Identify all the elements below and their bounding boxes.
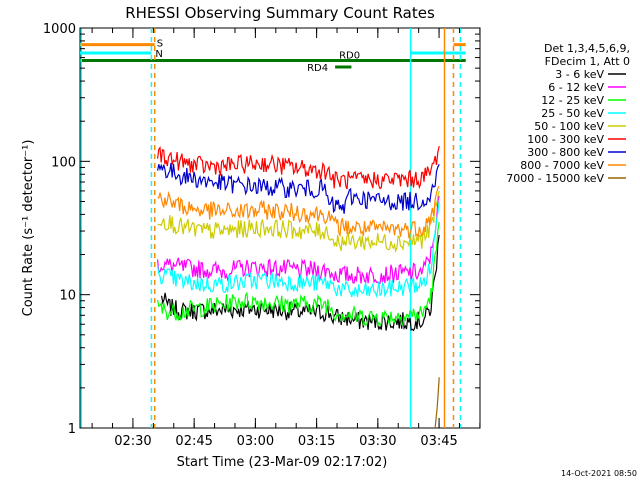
series-line [157,145,440,190]
y-tick-label: 1 [68,422,76,437]
series-line [157,190,440,254]
legend-entry-label: 7000 - 15000 keV [506,172,604,185]
series-line [434,377,440,429]
status-bar-label: N [155,49,162,60]
legend-entry-label: 300 - 800 keV [527,146,604,159]
x-axis-label: Start Time (23-Mar-09 02:17:02) [177,455,388,470]
x-tick-label: 03:45 [420,434,457,449]
legend-entry-label: 3 - 6 keV [555,68,604,81]
y-axis-label: Count Rate (s⁻¹ detector⁻¹) [21,140,36,317]
y-tick-label: 100 [51,155,76,170]
plot-frame [79,27,481,429]
x-tick-label: 03:30 [359,434,396,449]
legend-entry-label: 12 - 25 keV [541,94,604,107]
series-line [157,201,440,298]
legend-entry-label: 800 - 7000 keV [520,159,604,172]
y-axis: 1 10 100 1000 [43,22,480,437]
legend-entry-label: 25 - 50 keV [541,107,604,120]
x-tick-label: 03:15 [298,434,335,449]
vertical-markers [80,28,462,428]
legend-header: Det 1,3,4,5,6,9, [544,42,630,55]
series-line [157,162,440,214]
plot-border [79,27,481,429]
x-tick-label: 02:45 [175,434,212,449]
series-lines [157,145,440,429]
series-line [157,222,440,328]
legend-entry-label: 50 - 100 keV [534,120,604,133]
x-tick-label: 02:30 [114,434,151,449]
status-bar-label: S [157,39,163,50]
x-tick-label: 03:00 [237,434,274,449]
legend-header: FDecim 1, Att 0 [545,55,630,68]
series-line [161,234,440,332]
x-axis: 02:30 02:45 03:00 03:15 03:30 03:45 [91,28,481,449]
series-line [157,185,440,239]
legend: Det 1,3,4,5,6,9,FDecim 1, Att 03 - 6 keV… [506,42,630,185]
chart-title: RHESSI Observing Summary Count Rates [125,4,435,22]
status-bars: SN RD4 RD0 [80,39,466,74]
footer-timestamp: 14-Oct-2021 08:50 [561,469,637,478]
status-bar-label: RD0 [339,51,360,62]
legend-entry-label: 6 - 12 keV [548,81,604,94]
legend-entry-label: 100 - 300 keV [527,133,604,146]
status-bar-label: RD4 [307,63,328,74]
series-line [157,195,440,285]
y-tick-label: 1000 [43,22,76,37]
y-tick-label: 10 [59,289,76,304]
